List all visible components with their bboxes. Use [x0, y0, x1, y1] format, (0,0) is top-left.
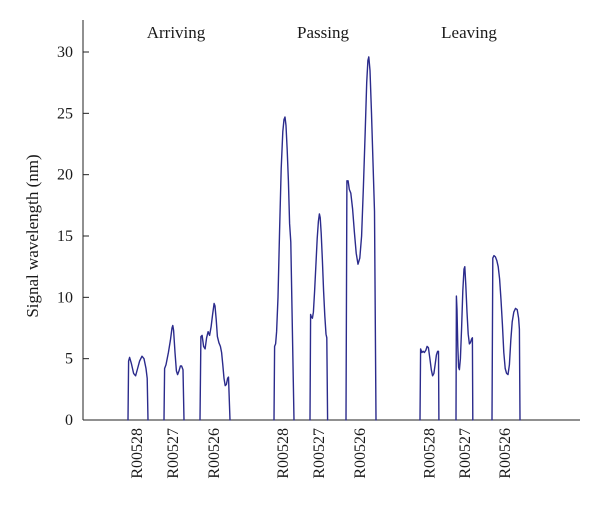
- category-label: R00527: [165, 428, 182, 479]
- category-label: R00527: [311, 428, 328, 479]
- category-label: R00528: [275, 428, 292, 479]
- category-label: R00526: [497, 428, 514, 479]
- y-axis-title: Signal wavelength (nm): [23, 154, 42, 317]
- signal-curve: [199, 302, 231, 421]
- category-label: R00528: [422, 428, 439, 479]
- signal-curve: [273, 116, 295, 421]
- y-tick-label: 5: [65, 351, 73, 368]
- signal-curve: [309, 213, 329, 421]
- y-tick-label: 10: [57, 289, 73, 306]
- y-tick-label: 25: [57, 105, 73, 122]
- category-label: R00528: [129, 428, 146, 479]
- signal-curve: [419, 345, 440, 421]
- axes: 0 5 10 15 20 25 30: [57, 20, 580, 429]
- group-label: Arriving: [147, 23, 206, 42]
- y-tick-label: 15: [57, 228, 73, 245]
- category-label: R00526: [206, 428, 223, 479]
- signal-curve: [127, 355, 149, 421]
- category-label: R00527: [457, 428, 474, 479]
- y-tick-label: 30: [57, 44, 73, 61]
- signal-curve: [345, 56, 377, 421]
- y-ticks: 0 5 10 15 20 25 30: [57, 44, 89, 429]
- category-label: R00526: [352, 428, 369, 479]
- group-label: Passing: [297, 23, 349, 42]
- signal-curve: [455, 266, 474, 421]
- y-tick-label: 20: [57, 167, 73, 184]
- group-label: Leaving: [441, 23, 497, 42]
- y-tick-label: 0: [65, 412, 73, 429]
- signal-curve: [163, 324, 185, 421]
- signal-curve: [491, 254, 521, 421]
- plot-area: [127, 56, 521, 421]
- category-labels: Arriving R00528 R00527 R00526 Passing R00528 R…: [129, 23, 514, 479]
